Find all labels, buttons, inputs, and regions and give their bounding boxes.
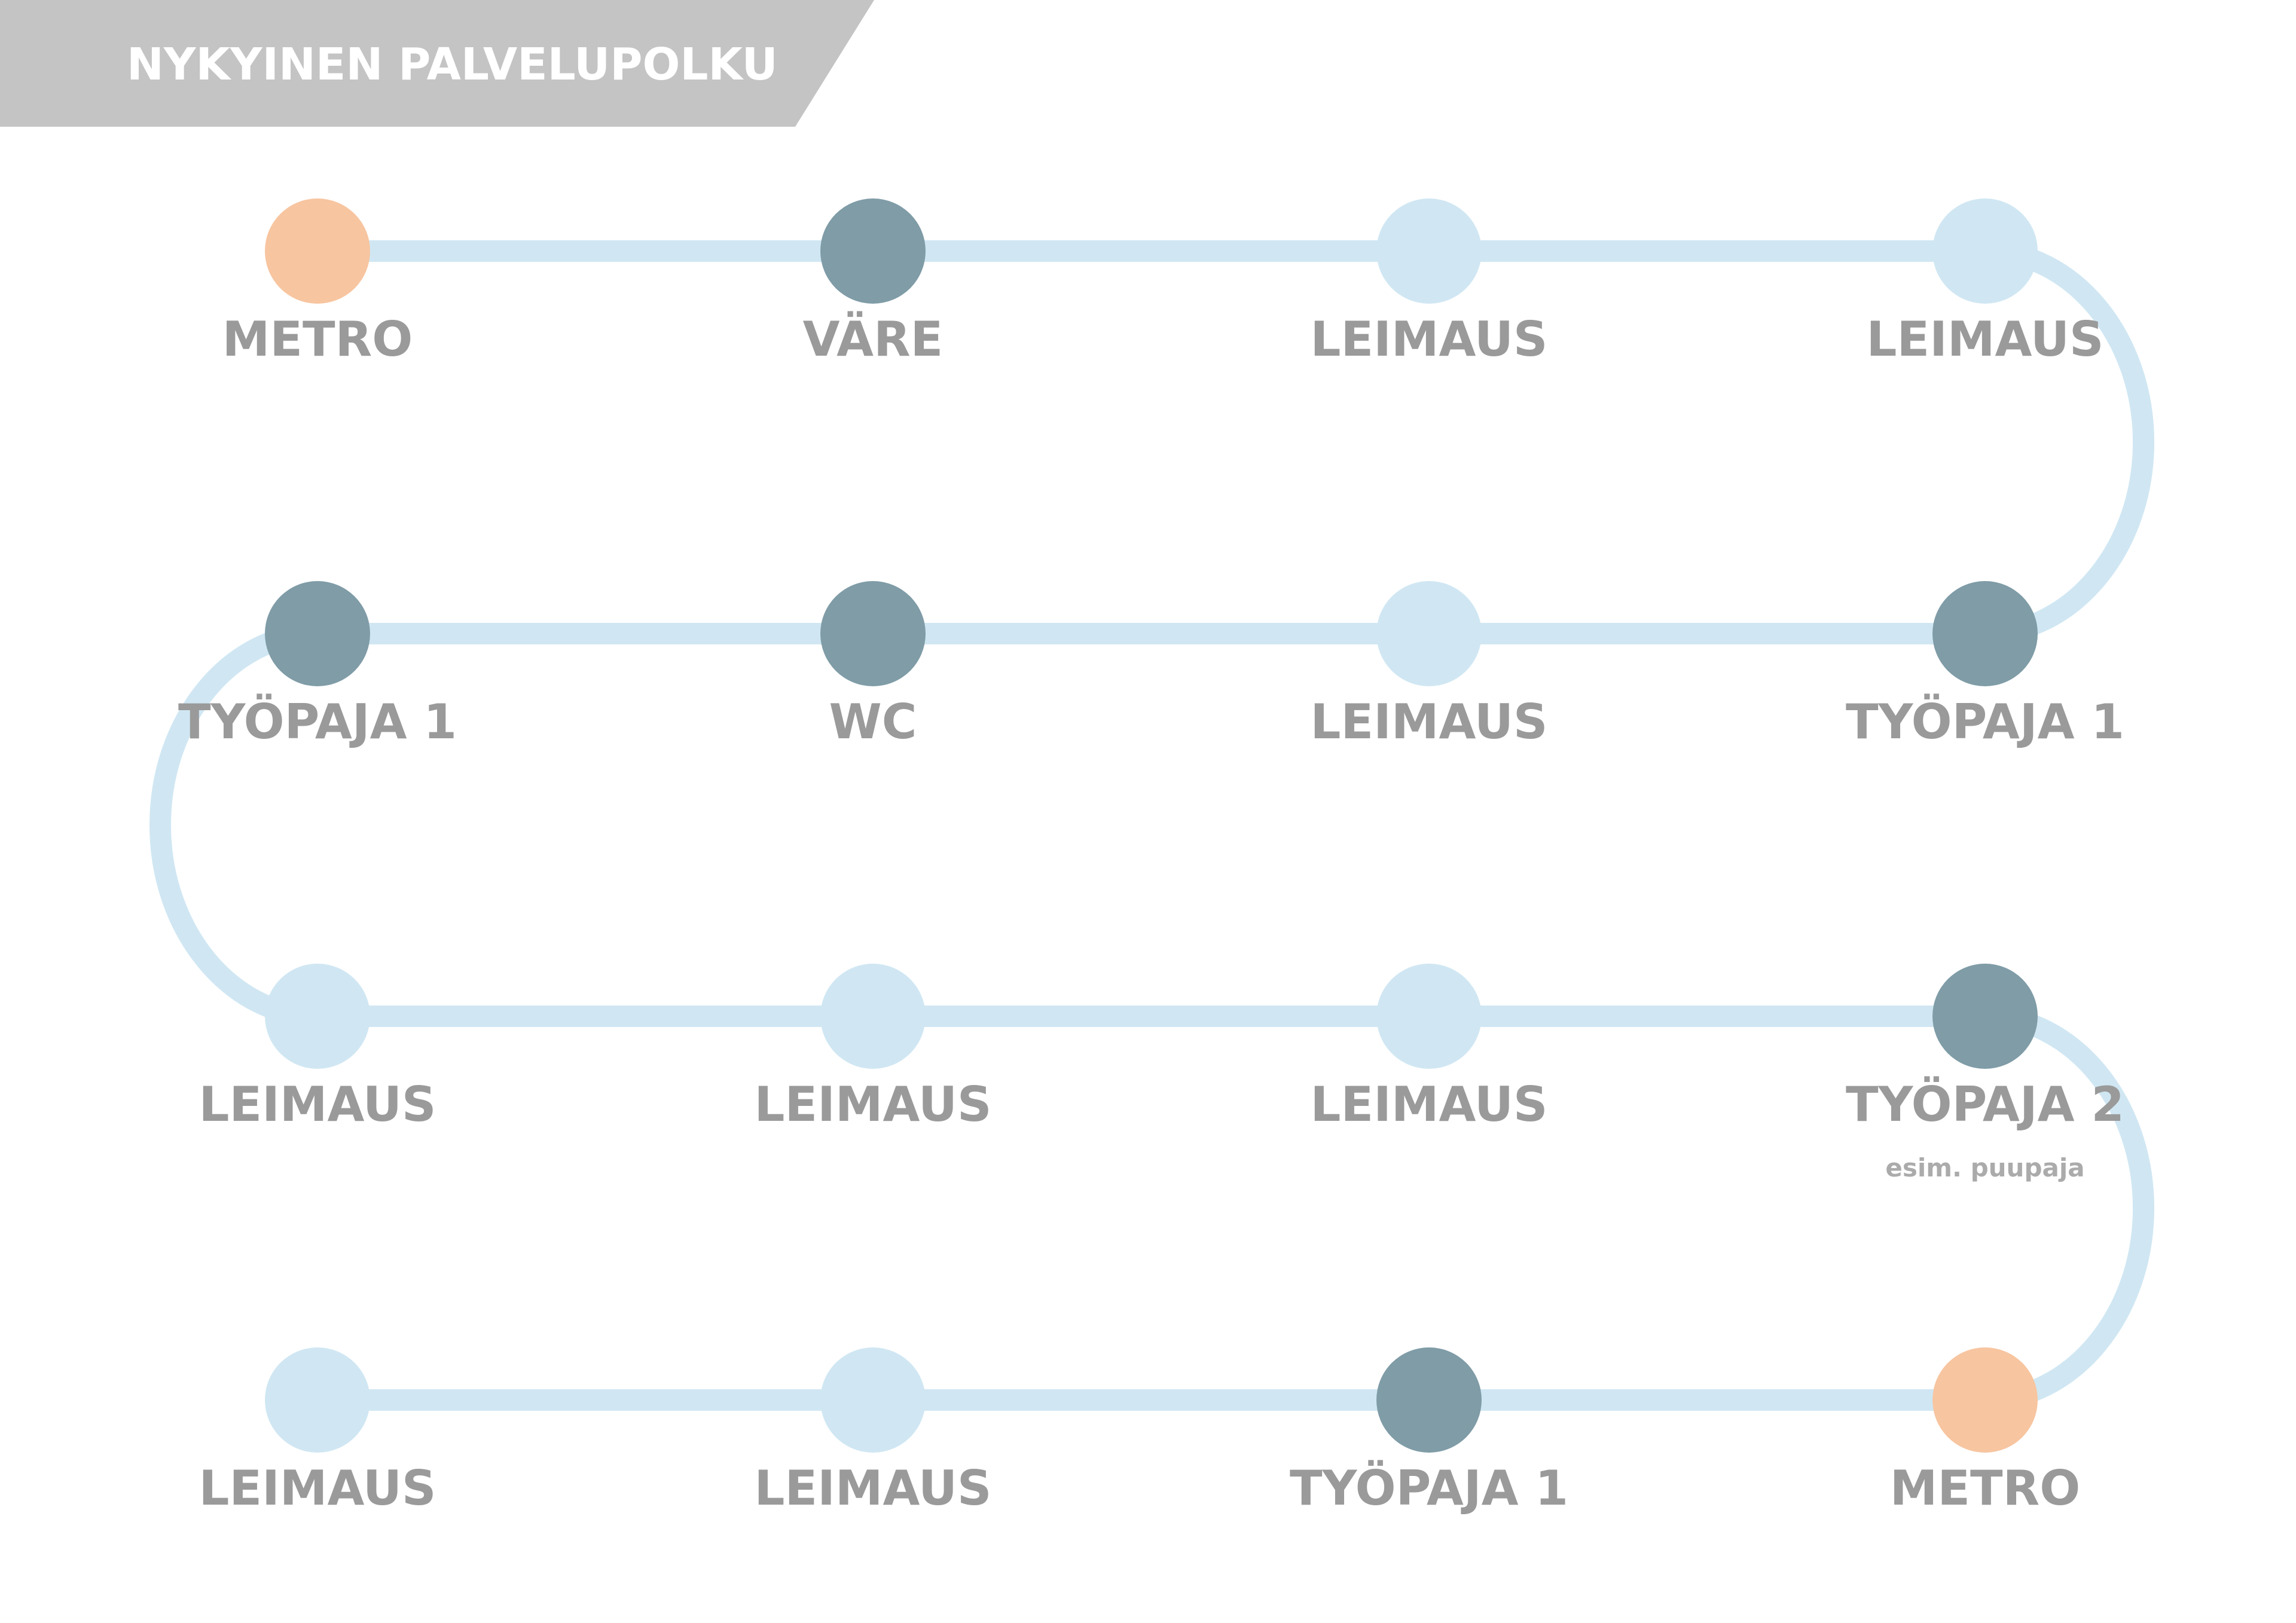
header-banner (0, 0, 874, 127)
node-orange-circle (265, 198, 370, 304)
path-loop-3 (1984, 1005, 2155, 1411)
node-dark-circle (1932, 964, 2038, 1069)
node-label: TYÖPAJA 1 (1846, 693, 2124, 750)
page-title: NYKYINEN PALVELUPOLKU (127, 39, 778, 90)
node-layer (265, 198, 2038, 1453)
node-dark-circle (1376, 1347, 1482, 1453)
node-label: LEIMAUS (199, 1077, 436, 1132)
node-label: METRO (222, 311, 413, 367)
label-layer: METRO VÄRE LEIMAUS LEIMAUS TYÖPAJA 1 LEIMAUS W… (178, 311, 2124, 1516)
node-label: LEIMAUS (1866, 311, 2103, 367)
node-label: LEIMAUS (754, 1460, 991, 1516)
path-loop-2 (149, 623, 318, 1027)
node-light-circle (1376, 964, 1482, 1069)
node-label: WC (829, 694, 917, 750)
node-sublabel: esim. puupaja (1885, 1153, 2084, 1182)
path-loop-1 (1984, 240, 2155, 644)
node-label: VÄRE (803, 311, 944, 367)
node-label: LEIMAUS (754, 1077, 991, 1132)
node-label: LEIMAUS (1310, 1077, 1547, 1132)
node-light-circle (265, 964, 370, 1069)
node-dark-circle (1932, 581, 2038, 686)
path-layer (149, 240, 2155, 1411)
node-label: LEIMAUS (1310, 694, 1547, 750)
node-light-circle (1932, 198, 2038, 304)
node-dark-circle (820, 581, 926, 686)
node-dark-circle (265, 581, 370, 686)
node-label: TYÖPAJA 1 (178, 693, 457, 750)
node-light-circle (1376, 198, 1482, 304)
node-light-circle (820, 1347, 926, 1453)
node-light-circle (1376, 581, 1482, 686)
node-label: METRO (1890, 1460, 2080, 1516)
node-label: LEIMAUS (1310, 311, 1547, 367)
node-label: TYÖPAJA 2 (1846, 1076, 2124, 1132)
node-label: LEIMAUS (199, 1460, 436, 1516)
node-light-circle (265, 1347, 370, 1453)
node-label: TYÖPAJA 1 (1290, 1460, 1568, 1516)
node-dark-circle (820, 198, 926, 304)
node-orange-circle (1932, 1347, 2038, 1453)
node-light-circle (820, 964, 926, 1069)
